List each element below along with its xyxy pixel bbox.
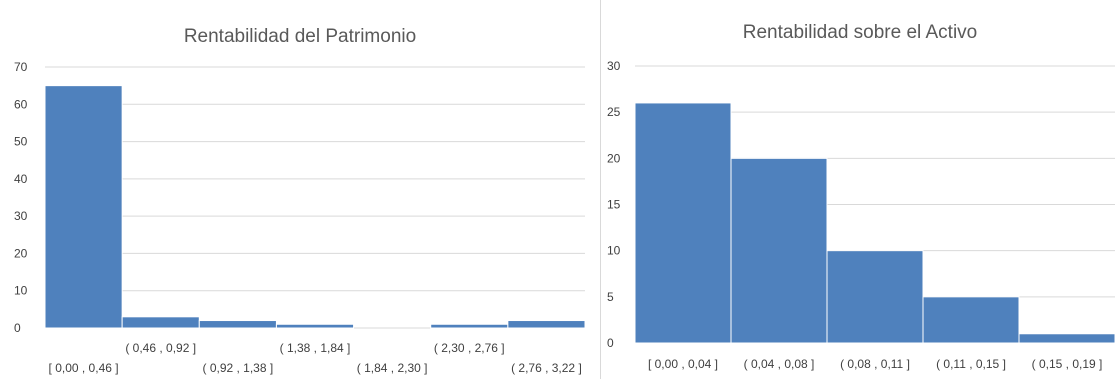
bar [826,250,924,344]
chart-panel-rentabilidad-activo: Rentabilidad sobre el Activo 0 5 10 15 20 25 3… [604,0,1116,379]
x-tick-label: ( 1,84 , 2,30 ] [357,361,428,375]
x-tick-label: ( 2,30 , 2,76 ] [434,341,505,355]
chart-title: Rentabilidad del Patrimonio [183,26,417,47]
y-tick-label: 30 [607,59,621,73]
x-tick-label: ( 1,38 , 1,84 ] [280,341,351,355]
y-tick-label: 70 [14,60,28,74]
bar [198,320,277,329]
bar [730,157,828,344]
x-tick-label: ( 0,92 , 1,38 ] [202,361,273,375]
y-tick-label: 0 [607,336,614,350]
chart-panel-rentabilidad-patrimonio: Rentabilidad del Patrimonio 0 10 20 30 40 50 6… [14,0,601,379]
y-tick-label: 20 [607,151,621,165]
x-tick-label: ( 0,46 , 0,92 ] [125,341,196,355]
chart-plot-area: 0 10 20 30 40 50 60 70 [ 0,00 , 0,46 ] ( 0,46 , 0… [14,60,586,375]
y-tick-label: 10 [14,284,28,298]
x-tick-label: ( 0,08 , 0,11 ] [840,357,910,371]
bar [430,323,509,329]
y-tick-label: 0 [14,321,21,335]
x-tick-label: ( 0,15 , 0,19 ] [1032,357,1103,371]
y-tick-label: 40 [14,172,28,186]
bar [275,323,355,329]
bar [922,296,1020,344]
bar [44,85,123,329]
y-tick-label: 5 [607,290,614,304]
y-tick-label: 10 [607,244,621,258]
y-tick-label: 50 [14,135,28,149]
x-tick-label: [ 0,00 , 0,04 ] [648,357,718,371]
chart-title: Rentabilidad sobre el Activo [742,22,978,43]
bar [507,320,586,329]
x-tick-label: ( 2,76 , 3,22 ] [511,361,582,375]
chart-plot-area: 0 5 10 15 20 25 30 [ 0,00 , 0,04 ] ( 0,04 , 0,08… [607,59,1116,371]
x-tick-label: ( 0,04 , 0,08 ] [744,357,815,371]
y-tick-label: 15 [607,198,621,212]
y-tick-label: 25 [607,105,621,119]
y-tick-label: 20 [14,246,28,260]
bar [121,316,200,329]
x-tick-label: ( 0,11 , 0,15 ] [936,357,1006,371]
bar [634,102,732,344]
bar [1018,333,1116,344]
x-tick-label: [ 0,00 , 0,46 ] [49,361,119,375]
y-tick-label: 30 [14,209,28,223]
y-tick-label: 60 [14,97,28,111]
